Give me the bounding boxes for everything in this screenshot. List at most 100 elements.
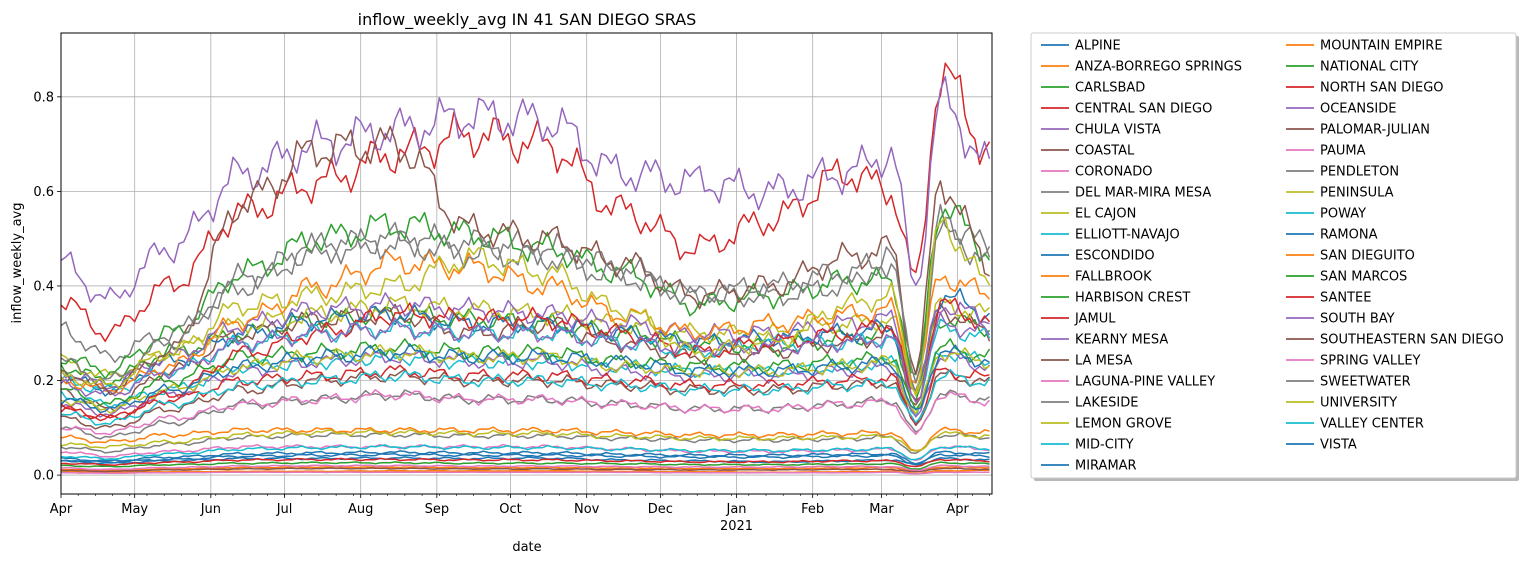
legend-entry: ESCONDIDO: [1075, 249, 1155, 264]
legend-entry: LA MESA: [1075, 354, 1132, 369]
series-line: [61, 467, 990, 473]
series-line: [61, 465, 990, 472]
x-tick-label: Dec: [648, 502, 673, 517]
legend-entry: RAMONA: [1320, 228, 1378, 243]
legend-entry: SPRING VALLEY: [1320, 354, 1421, 369]
x-tick-label: May: [121, 502, 148, 517]
x-tick-label: Aug: [348, 502, 373, 517]
legend-entry: JAMUL: [1074, 312, 1116, 327]
series-line: [60, 457, 990, 468]
legend-entry: CORONADO: [1075, 165, 1152, 180]
legend-entry: KEARNY MESA: [1075, 333, 1168, 348]
y-tick-label: 0.2: [33, 374, 54, 389]
series-line: [60, 368, 990, 430]
series-line: [60, 389, 991, 436]
series-line: [60, 461, 990, 470]
x-tick-label: Jul: [276, 502, 293, 517]
chart-title: inflow_weekly_avg IN 41 SAN DIEGO SRAS: [358, 10, 697, 30]
series-line: [60, 217, 991, 395]
legend-entry: PENDLETON: [1320, 165, 1399, 180]
series-line: [60, 368, 991, 426]
series-line: [60, 302, 991, 413]
legend-entry: EL CAJON: [1075, 207, 1136, 222]
series-line: [60, 125, 990, 396]
x-year-label: 2021: [720, 519, 753, 534]
legend-entry: VISTA: [1320, 438, 1357, 453]
series-line: [60, 343, 990, 414]
legend-entry: CARLSBAD: [1075, 81, 1145, 96]
x-tick-label: Jan: [726, 502, 747, 517]
x-axis: Apr May Jun Jul Aug Sep Oct Nov Dec Jan Feb Mar Apr 2…: [50, 494, 990, 534]
series-line: [60, 428, 990, 452]
legend-entry: SWEETWATER: [1320, 375, 1411, 390]
x-tick-label: Feb: [801, 502, 824, 517]
legend-entry: COASTAL: [1075, 144, 1135, 159]
series-line: [60, 426, 990, 452]
legend-entry: NORTH SAN DIEGO: [1320, 81, 1444, 96]
legend-entry: VALLEY CENTER: [1320, 417, 1424, 432]
legend-entry: SOUTH BAY: [1320, 312, 1395, 327]
legend-entry: CHULA VISTA: [1075, 123, 1161, 138]
legend-entry: LAKESIDE: [1075, 396, 1138, 411]
legend-entry: CENTRAL SAN DIEGO: [1075, 102, 1212, 117]
series-line: [60, 311, 991, 403]
series-line: [60, 471, 990, 475]
y-tick-label: 0.0: [33, 469, 54, 484]
legend-entry: FALLBROOK: [1075, 270, 1152, 285]
legend-entry: DEL MAR-MIRA MESA: [1075, 186, 1211, 201]
y-tick-label: 0.6: [33, 185, 54, 200]
legend-entry: ALPINE: [1075, 39, 1121, 54]
legend-entry: MID-CITY: [1075, 438, 1134, 453]
legend-entry: NATIONAL CITY: [1320, 60, 1418, 75]
legend-entry: POWAY: [1320, 207, 1366, 222]
x-tick-label: Oct: [499, 502, 521, 517]
series-line: [60, 216, 991, 385]
legend-entry: SAN DIEGUITO: [1320, 249, 1415, 264]
legend: ALPINE ANZA-BORREGO SPRINGS CARLSBAD CENTRA…: [1030, 32, 1519, 481]
y-axis: 0.0 0.2 0.4 0.6 0.8: [33, 90, 61, 484]
series-line: [60, 364, 990, 425]
y-tick-label: 0.8: [33, 90, 54, 105]
legend-entry: HARBISON CREST: [1075, 291, 1190, 306]
grid-lines: [60, 33, 992, 494]
x-tick-label: Apr: [946, 502, 969, 517]
legend-entry: PENINSULA: [1320, 186, 1394, 201]
legend-entry: PALOMAR-JULIAN: [1320, 123, 1430, 138]
series-lines: [60, 62, 991, 475]
legend-entry: SOUTHEASTERN SAN DIEGO: [1320, 333, 1504, 348]
series-line: [60, 297, 991, 422]
legend-entry: ANZA-BORREGO SPRINGS: [1075, 60, 1242, 75]
series-line: [60, 389, 990, 440]
series-line: [60, 450, 990, 465]
series-line: [60, 203, 991, 394]
series-line: [60, 292, 990, 391]
legend-entry: SAN MARCOS: [1320, 270, 1407, 285]
legend-entry: MOUNTAIN EMPIRE: [1320, 39, 1443, 54]
y-tick-label: 0.4: [33, 279, 54, 294]
y-axis-title: inflow_weekly_avg: [10, 203, 25, 324]
x-tick-label: Jun: [200, 502, 221, 517]
legend-entry: MIRAMAR: [1075, 459, 1137, 474]
legend-entry: UNIVERSITY: [1320, 396, 1397, 411]
series-line: [60, 350, 991, 418]
x-tick-label: Sep: [425, 502, 450, 517]
legend-entry: LEMON GROVE: [1075, 417, 1172, 432]
plot-frame: [60, 32, 993, 495]
legend-entry: OCEANSIDE: [1320, 102, 1396, 117]
legend-entry: ELLIOTT-NAVAJO: [1075, 228, 1180, 243]
legend-entry: SANTEE: [1320, 291, 1371, 306]
series-line: [60, 464, 990, 472]
legend-entry: PAUMA: [1320, 144, 1366, 159]
series-line: [60, 204, 991, 380]
x-tick-label: Nov: [574, 502, 600, 517]
x-tick-label: Apr: [50, 502, 73, 517]
series-line: [60, 469, 990, 475]
series-line: [60, 248, 991, 395]
legend-box: [1030, 32, 1517, 479]
series-line: [60, 75, 991, 303]
series-line: [60, 444, 990, 461]
x-axis-title: date: [512, 540, 541, 555]
x-tick-label: Mar: [869, 502, 894, 517]
